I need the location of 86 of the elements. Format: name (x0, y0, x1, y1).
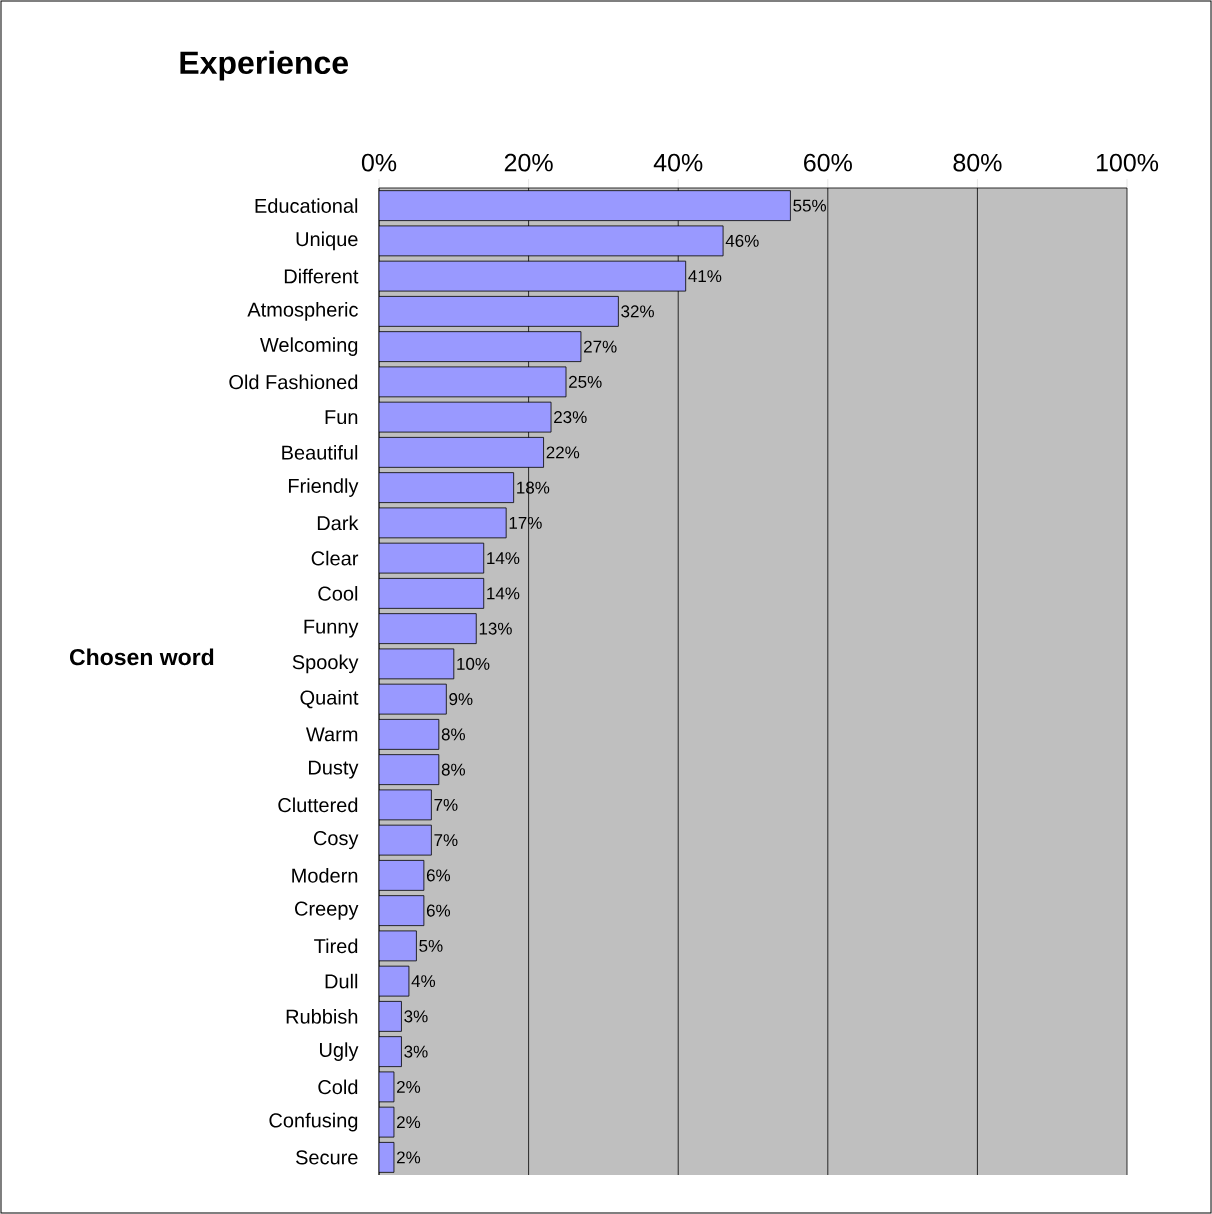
y-tick-label: Confusing (269, 1112, 358, 1132)
bar (379, 930, 417, 962)
bar (379, 683, 447, 715)
y-tick-label: Beautiful (282, 445, 358, 460)
bar (379, 225, 724, 257)
bar (379, 542, 485, 574)
data-label: 5% (419, 939, 443, 952)
y-axis-title: Chosen word (69, 648, 214, 666)
data-label: 9% (449, 693, 473, 706)
data-label: 14% (487, 552, 520, 565)
y-tick-label: Unique (296, 231, 358, 251)
data-label: 6% (426, 869, 451, 882)
y-tick-label: Clear (311, 550, 359, 566)
bar (379, 578, 485, 609)
data-label: 7% (434, 798, 458, 811)
data-label: 2% (397, 1080, 421, 1093)
data-label: 46% (725, 234, 759, 247)
y-tick-label: Educational (255, 198, 358, 213)
bar (379, 366, 567, 398)
bar (379, 824, 432, 856)
data-label: 2% (397, 1151, 421, 1164)
chart-title: Experience (180, 50, 348, 81)
y-tick-label: Fun (325, 410, 358, 425)
y-tick-label: Different (284, 268, 359, 284)
data-label: 3% (404, 1045, 428, 1058)
data-label: 2% (397, 1116, 421, 1129)
data-label: 8% (441, 763, 465, 776)
x-tick-label: 80% (953, 153, 1002, 172)
y-tick-label: Old Fashioned (229, 374, 358, 390)
bar (379, 190, 791, 221)
bar (379, 1036, 402, 1068)
data-label: 3% (404, 1010, 428, 1023)
data-label: 22% (546, 446, 580, 459)
bar (379, 331, 582, 363)
bar (379, 260, 687, 292)
y-tick-label: Atmospheric (247, 302, 358, 321)
y-tick-label: Friendly (288, 478, 359, 497)
x-tick-label: 0% (361, 153, 397, 172)
y-tick-label: Welcoming (260, 337, 358, 356)
y-tick-label: Secure (296, 1150, 358, 1165)
data-label: 4% (411, 975, 436, 988)
data-label: 10% (457, 657, 490, 670)
data-label: 14% (487, 587, 520, 600)
data-label: 25% (569, 375, 602, 388)
y-tick-label: Modern (292, 868, 358, 883)
bar (379, 472, 515, 504)
data-label: 32% (621, 305, 654, 318)
bar (379, 1001, 402, 1032)
y-tick-label: Warm (305, 727, 358, 742)
data-label: 8% (441, 728, 465, 741)
bar (379, 860, 425, 891)
y-tick-label: Cold (318, 1079, 358, 1095)
y-tick-label: Cluttered (278, 797, 358, 813)
data-label: 7% (434, 834, 458, 847)
y-tick-label: Tired (314, 938, 358, 954)
bar (379, 507, 507, 539)
bar (379, 401, 552, 433)
data-label: 23% (554, 411, 587, 424)
y-tick-label: Dark (317, 515, 359, 531)
data-label: 6% (426, 904, 451, 917)
y-tick-label: Quaint (300, 689, 359, 709)
bar (379, 436, 544, 468)
y-tick-label: Creepy (295, 901, 359, 920)
y-tick-label: Spooky (292, 654, 359, 674)
y-tick-label: Ugly (320, 1042, 359, 1061)
y-tick-label: Cool (318, 586, 358, 601)
bar (379, 719, 440, 750)
data-label: 41% (688, 270, 722, 283)
x-tick-label: 60% (804, 153, 852, 172)
y-tick-label: Rubbish (286, 1009, 358, 1024)
bar (379, 895, 425, 927)
bar (379, 295, 619, 327)
x-tick-label: 100% (1096, 153, 1159, 172)
bar (379, 648, 455, 680)
y-tick-label: Funny (304, 619, 359, 638)
y-tick-label: Cosy (313, 831, 359, 850)
y-tick-label: Dull (325, 973, 358, 989)
x-tick-label: 20% (504, 153, 553, 172)
data-label: 27% (584, 340, 617, 353)
data-label: 13% (479, 622, 512, 635)
bar (379, 754, 440, 786)
bar (379, 789, 432, 821)
bar (379, 613, 477, 645)
y-tick-label: Dusty (309, 760, 359, 779)
data-label: 55% (793, 199, 827, 212)
x-tick-label: 40% (653, 153, 703, 172)
